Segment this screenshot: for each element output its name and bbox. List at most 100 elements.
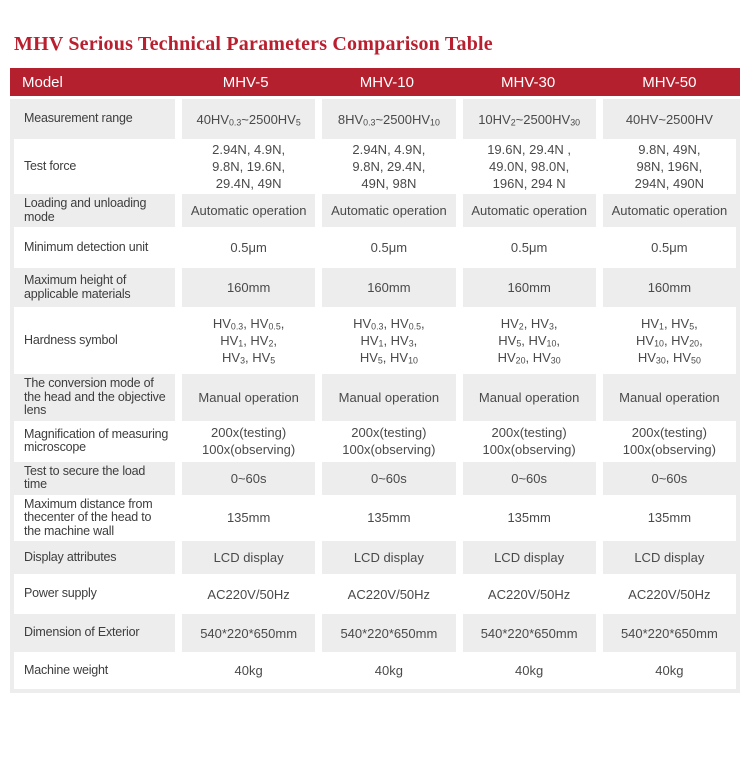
cell-mhv-5: 40kg [175,652,315,689]
row-label: The conversion mode of the head and the … [24,376,166,417]
table-row: Machine weight 40kg 40kg 40kg 40kg [14,652,736,689]
cell-mhv-30: 540*220*650mm [455,614,596,652]
cell-value-line: 49N, 98N [361,176,417,191]
parameters-table: Model MHV-5 MHV-10 MHV-30 MHV-50 Measuremen… [10,68,740,693]
cell-mhv-30: 160mm [455,268,596,307]
cell-mhv-30: 135mm [455,494,596,541]
cell-mhv-10: 160mm [315,268,455,307]
cell-value-line: 160mm [507,280,551,295]
cell-value-line: 0~60s [230,470,267,486]
table-row: Loading and unloading mode Automatic oper… [14,194,736,227]
cell-value-line: 200x(testing) [211,425,287,440]
cell-value-line: 8HV0.3~2500HV10 [337,111,440,127]
cell-value-line: 100x(observing) [202,442,296,457]
row-label: Maximum distance from thecenter of the h… [24,496,153,538]
cell-mhv-5: Automatic operation [175,194,315,227]
cell-mhv-50: 160mm [595,268,736,307]
row-label: Measurement range [24,111,133,126]
cell-mhv-30: 0.5μm [455,227,596,268]
cell-value-line: 2.94N, 4.9N, [212,142,286,157]
cell-value-line: 19.6N, 29.4N , [487,142,572,157]
cell-mhv-10: Automatic operation [315,194,455,227]
table-header-row: Model MHV-5 MHV-10 MHV-30 MHV-50 [10,68,740,96]
cell-mhv-10: 40kg [315,652,455,689]
cell-mhv-10: LCD display [315,541,455,574]
cell-mhv-10: 540*220*650mm [315,614,455,652]
cell-mhv-10: AC220V/50Hz [315,574,455,614]
table-row: Power supply AC220V/50Hz AC220V/50Hz AC220V… [14,574,736,614]
cell-value-line: Automatic operation [331,203,447,218]
cell-value-line: 200x(testing) [631,425,707,440]
cell-value-line: HV0.3, HV0.5, [353,316,425,332]
row-label: Power supply [24,586,97,601]
row-label: Dimension of Exterior [24,625,140,640]
row-label: Test to secure the load time [24,463,146,491]
cell-value-line: LCD display [353,550,424,565]
cell-value-line: LCD display [494,550,565,565]
cell-value-line: 2.94N, 4.9N, [352,142,426,157]
cell-value-line: Manual operation [338,389,440,405]
cell-value-line: 0.5μm [510,240,548,255]
cell-mhv-5: 135mm [175,494,315,541]
cell-value-line: 40kg [234,663,263,678]
cell-mhv-5: 40HV0.3~2500HV5 [175,99,315,139]
cell-value-line: 40kg [374,663,403,678]
cell-value-line: 540*220*650mm [620,625,718,641]
table-row: Magnification of measuring microscope 200… [14,420,736,462]
cell-value-line: HV1, HV5, [640,316,698,332]
cell-value-line: 40HV~2500HV [625,111,713,127]
cell-mhv-5: 0.5μm [175,227,315,268]
cell-mhv-5: HV0.3, HV0.5, HV1, HV2, HV3, HV5 [175,307,315,374]
cell-mhv-5: AC220V/50Hz [175,574,315,614]
table-row: Display attributes LCD display LCD display… [14,541,736,574]
cell-value-line: 10HV2~2500HV30 [478,111,581,127]
cell-value-line: HV3, HV5 [222,350,276,366]
page-title: MHV Serious Technical Parameters Compari… [14,33,493,55]
cell-mhv-5: 160mm [175,268,315,307]
cell-mhv-10: Manual operation [315,374,455,421]
cell-value-line: 160mm [367,280,411,295]
table-row: Test force 2.94N, 4.9N, 9.8N, 19.6N, 29.4N,… [14,139,736,194]
header-col-mhv-10: MHV-10 [359,73,414,91]
header-col-mhv-5: MHV-5 [222,73,269,91]
cell-mhv-5: 2.94N, 4.9N, 9.8N, 19.6N, 29.4N, 49N [175,139,315,194]
row-label: Test force [24,158,77,173]
cell-value-line: 135mm [367,510,411,526]
cell-value-line: 9.8N, 49N, [638,142,701,157]
cell-mhv-30: AC220V/50Hz [455,574,596,614]
cell-mhv-10: 0.5μm [315,227,455,268]
cell-mhv-30: 19.6N, 29.4N , 49.0N, 98.0N, 196N, 294 N [455,139,596,194]
cell-value-line: HV20, HV30 [497,350,561,366]
cell-mhv-30: HV2, HV3, HV5, HV10, HV20, HV30 [455,307,596,374]
row-label: Machine weight [24,662,109,677]
cell-value-line: 200x(testing) [351,425,427,440]
cell-mhv-50: 40kg [595,652,736,689]
cell-value-line: 540*220*650mm [200,625,298,641]
cell-mhv-30: Automatic operation [455,194,596,227]
row-label: Maximum height of applicable materials [24,273,131,301]
cell-mhv-30: 40kg [455,652,596,689]
table-row: Hardness symbol HV0.3, HV0.5, HV1, HV2, HV3… [14,307,736,374]
cell-value-line: 196N, 294 N [492,176,566,191]
cell-value-line: Manual operation [478,389,580,405]
cell-value-line: LCD display [634,550,705,565]
cell-value-line: Automatic operation [471,203,587,218]
cell-value-line: 9.8N, 29.4N, [352,159,426,174]
cell-value-line: HV1, HV2, [220,333,278,349]
cell-mhv-30: 200x(testing) 100x(observing) [455,420,596,462]
cell-mhv-50: Manual operation [595,374,736,421]
cell-value-line: HV30, HV50 [637,350,701,366]
cell-mhv-50: 0~60s [595,461,736,495]
row-label: Display attributes [24,549,117,564]
cell-value-line: Automatic operation [611,203,728,218]
header-col-mhv-50: MHV-50 [642,73,697,91]
cell-mhv-5: 540*220*650mm [175,614,315,652]
cell-value-line: 160mm [226,280,271,295]
cell-value-line: 294N, 490N [634,176,705,191]
cell-mhv-5: LCD display [175,541,315,574]
cell-mhv-5: 0~60s [175,461,315,495]
cell-value-line: Manual operation [198,389,299,405]
cell-value-line: 0~60s [370,470,407,486]
table-row: Maximum distance from thecenter of the h… [14,494,736,541]
cell-mhv-50: Automatic operation [595,194,736,227]
